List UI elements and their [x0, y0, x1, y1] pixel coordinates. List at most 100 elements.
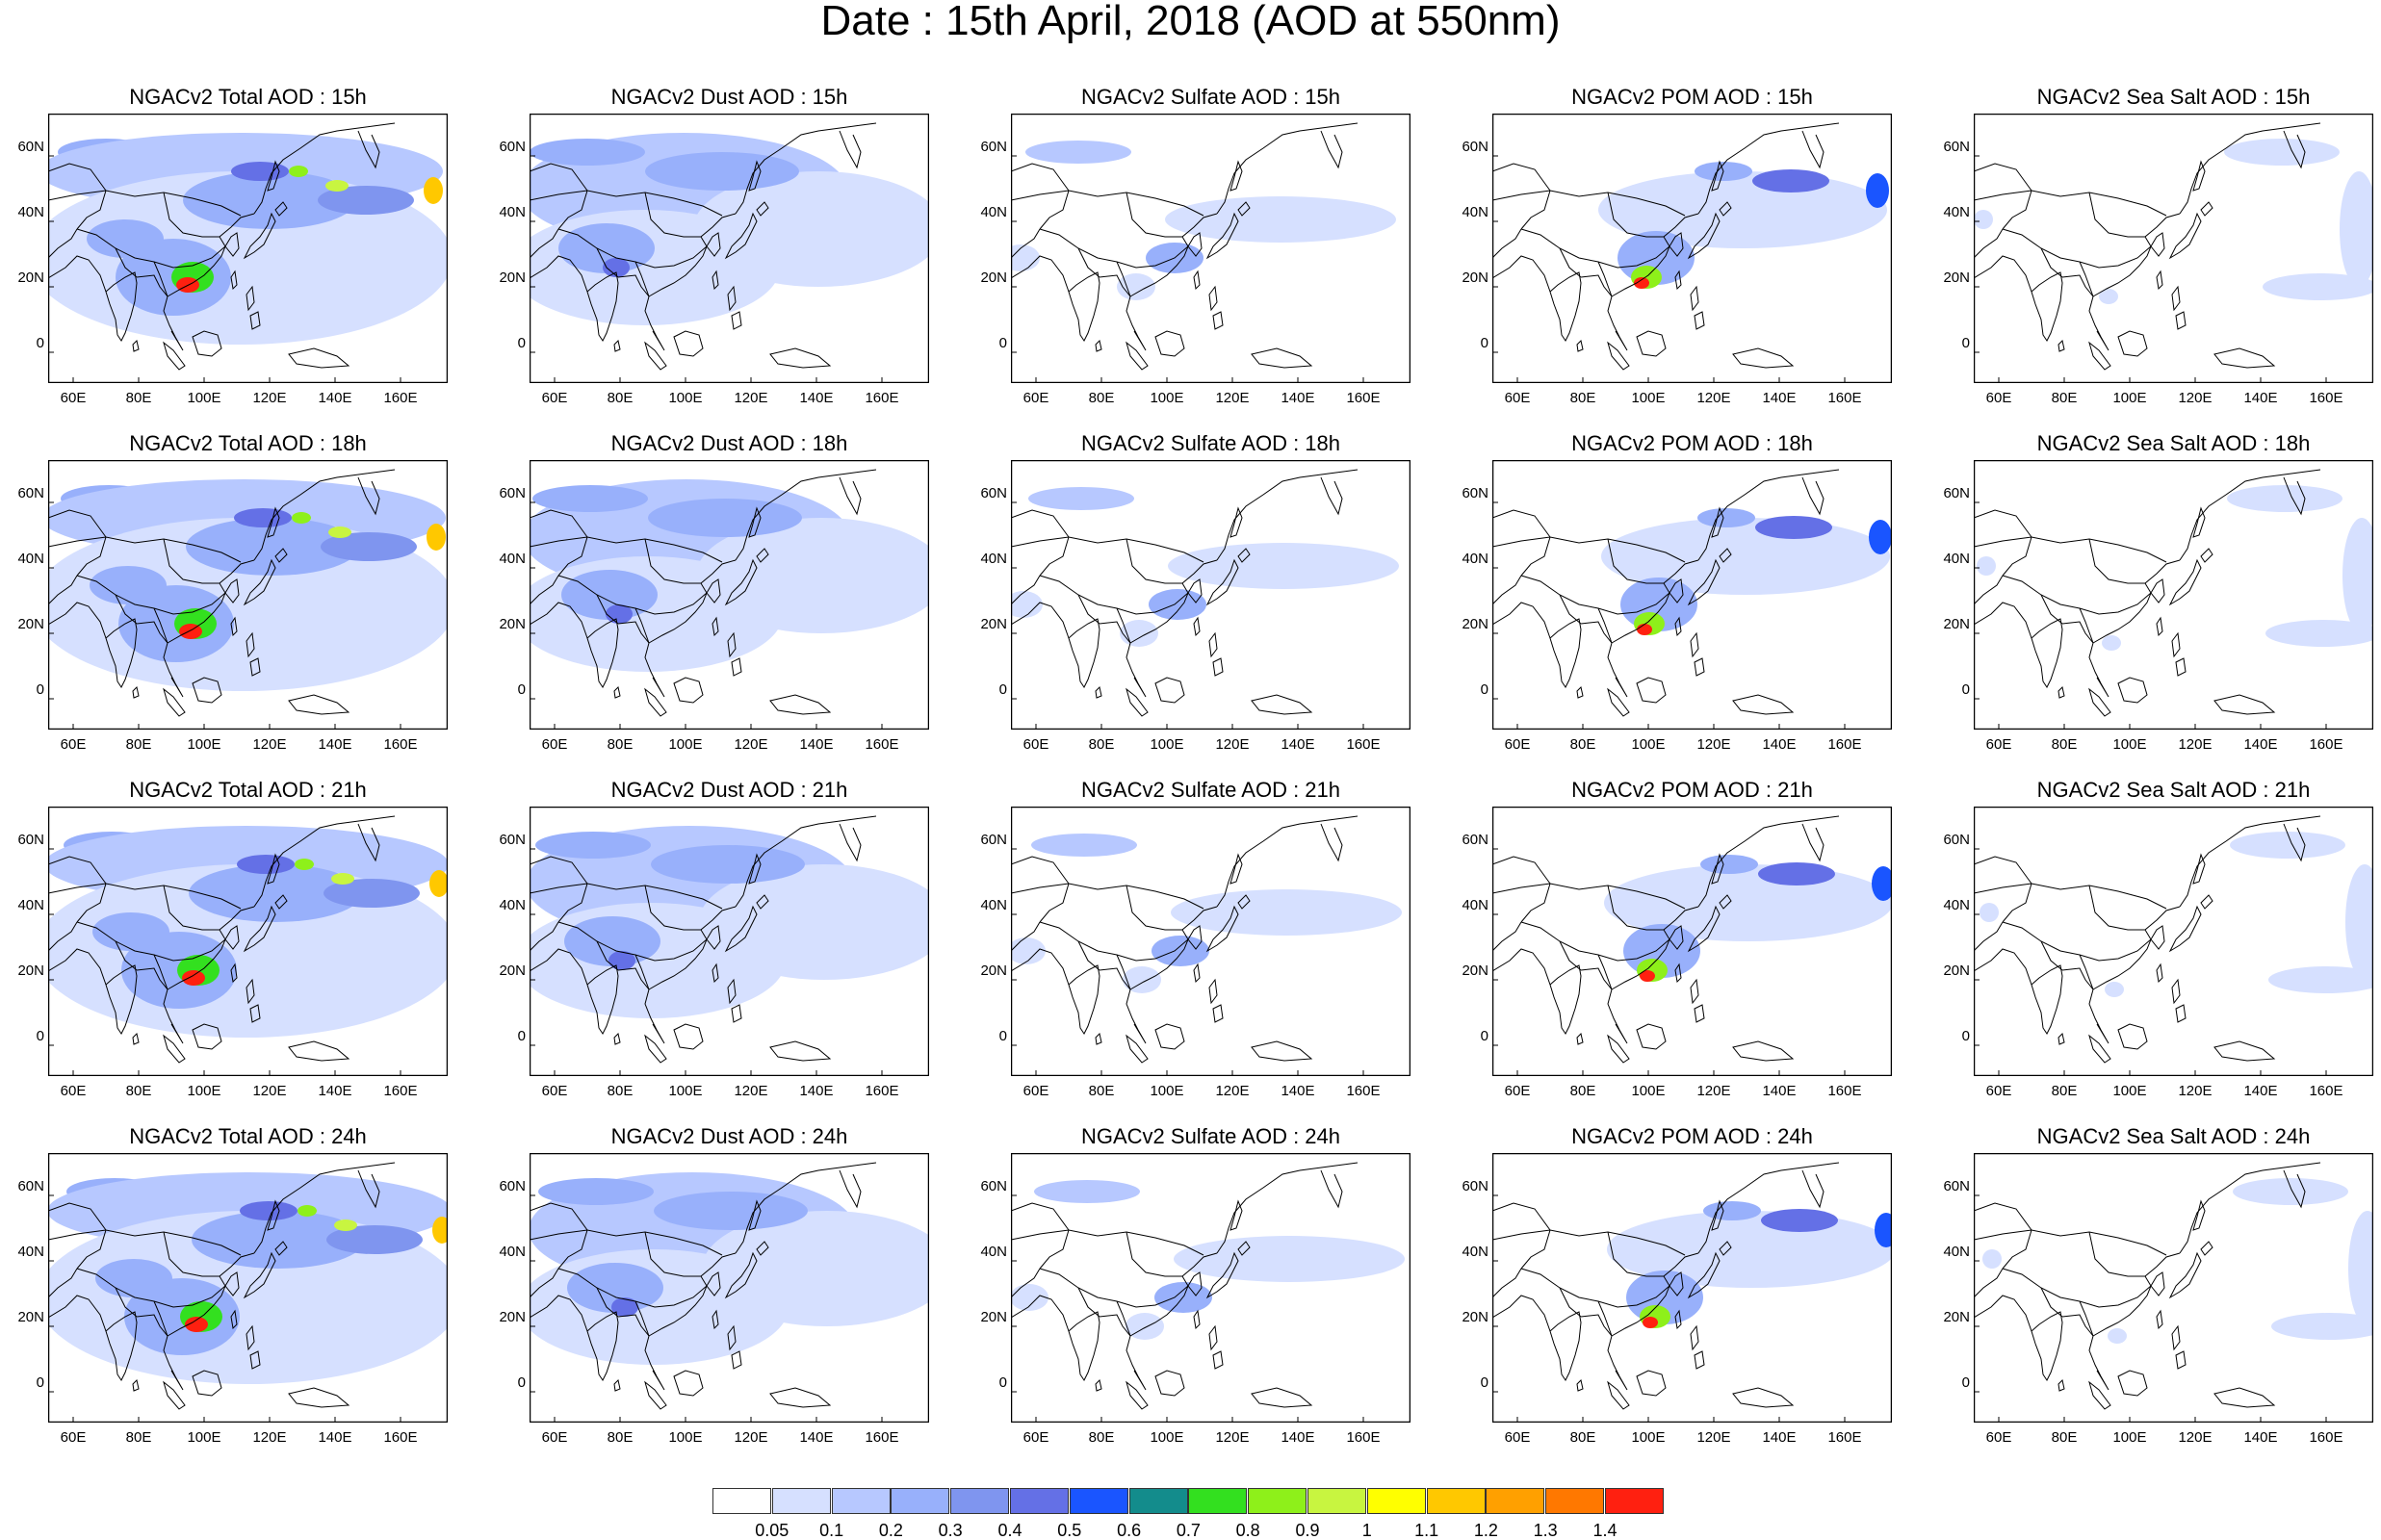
panel-title: NGACv2 Sulfate AOD : 24h	[1080, 1124, 1341, 1148]
aod-shade	[1872, 866, 1892, 901]
lon-label: 160E	[2309, 390, 2343, 406]
lon-label: 100E	[668, 1083, 703, 1099]
lat-label: 60N	[1943, 139, 1970, 155]
colorbar-swatch	[1128, 1488, 1188, 1514]
aod-shade	[1643, 1317, 1658, 1328]
map-frame	[48, 460, 448, 730]
aod-shade	[328, 526, 351, 538]
lon-label: 120E	[2178, 736, 2213, 753]
colorbar-swatch	[1545, 1488, 1605, 1514]
lon-label: 120E	[252, 390, 287, 406]
panel-title: NGACv2 Total AOD : 21h	[129, 778, 367, 802]
aod-shade	[334, 1219, 357, 1231]
aod-shade	[532, 485, 648, 512]
panel-title: NGACv2 Sea Salt AOD : 24h	[2036, 1124, 2311, 1148]
map-panel: NGACv2 Total AOD : 18h 60N 40N 20N 0 60E 80E 10…	[0, 431, 481, 778]
lon-label: 60E	[541, 736, 568, 753]
lat-label: 60N	[17, 1178, 44, 1194]
lon-label: 140E	[799, 390, 834, 406]
aod-shade	[87, 219, 164, 258]
colorbar-label: 0.5	[1057, 1521, 1082, 1540]
lon-label: 60E	[1985, 1083, 2012, 1099]
aod-shade	[1117, 273, 1155, 300]
lat-label: 20N	[499, 1309, 526, 1325]
lon-label: 160E	[865, 390, 899, 406]
lon-label: 140E	[318, 390, 352, 406]
lon-label: 100E	[668, 1429, 703, 1446]
aod-shade	[1011, 937, 1046, 964]
aod-shade	[1028, 487, 1134, 510]
colorbar-label: 1.3	[1533, 1521, 1558, 1540]
aod-shade	[654, 1192, 808, 1230]
aod-shade	[427, 524, 446, 551]
lon-label: 60E	[1022, 390, 1049, 406]
lat-label: 20N	[17, 962, 44, 979]
lon-label: 120E	[1215, 1083, 1250, 1099]
lat-label: 0	[1480, 681, 1488, 698]
map-panel: NGACv2 POM AOD : 18h 60N 40N 20N 0 60E 80E 100E…	[1444, 431, 1926, 778]
aod-map	[1011, 1153, 1410, 1423]
aod-map	[1011, 114, 1410, 383]
lon-label: 80E	[1569, 1083, 1596, 1099]
lon-label: 140E	[2243, 390, 2278, 406]
colorbar-label: 0.4	[997, 1521, 1022, 1540]
map-frame	[48, 807, 448, 1076]
lon-label: 100E	[1150, 1429, 1184, 1446]
lat-label: 20N	[499, 962, 526, 979]
colorbar-label: 0.7	[1176, 1521, 1201, 1540]
lon-label: 60E	[1985, 390, 2012, 406]
lon-label: 80E	[1088, 736, 1115, 753]
lon-label: 80E	[125, 1083, 152, 1099]
lon-label: 160E	[1827, 390, 1862, 406]
lon-label: 140E	[318, 1429, 352, 1446]
lon-label: 160E	[1346, 1429, 1381, 1446]
aod-shade	[1025, 141, 1131, 164]
lat-label: 0	[1961, 681, 1970, 698]
panel-title: NGACv2 Sea Salt AOD : 21h	[2036, 778, 2311, 802]
aod-map	[530, 1153, 929, 1423]
lat-label: 0	[998, 335, 1007, 351]
aod-shade	[1697, 508, 1755, 527]
lat-label: 60N	[17, 485, 44, 501]
aod-shade	[331, 873, 354, 885]
map-panel: NGACv2 POM AOD : 24h 60N 40N 20N 0 60E 80E 100E…	[1444, 1124, 1926, 1471]
colorbar-swatch	[1486, 1488, 1545, 1514]
aod-shade	[292, 512, 311, 524]
aod-shade	[648, 499, 802, 537]
lat-label: 40N	[1943, 551, 1970, 567]
lat-label: 40N	[1943, 897, 1970, 913]
map-frame	[1011, 114, 1410, 383]
panel-title: NGACv2 POM AOD : 15h	[1571, 85, 1813, 109]
aod-shade	[1637, 624, 1652, 635]
lat-label: 20N	[1462, 616, 1488, 632]
lon-label: 120E	[252, 1083, 287, 1099]
lon-label: 120E	[734, 1429, 768, 1446]
lon-label: 160E	[383, 390, 418, 406]
aod-shade	[2099, 289, 2118, 304]
lon-label: 60E	[60, 390, 87, 406]
lat-label: 20N	[1462, 1309, 1488, 1325]
lon-label: 140E	[2243, 736, 2278, 753]
aod-shade	[179, 624, 202, 639]
lon-label: 60E	[1985, 736, 2012, 753]
lat-label: 40N	[499, 204, 526, 220]
aod-shade	[1031, 834, 1137, 857]
lon-label: 100E	[1631, 390, 1666, 406]
lat-label: 0	[1961, 335, 1970, 351]
aod-shade	[2268, 966, 2373, 993]
lon-label: 160E	[865, 1083, 899, 1099]
lat-label: 0	[517, 335, 526, 351]
aod-shade	[318, 186, 414, 215]
lon-label: 160E	[1827, 1083, 1862, 1099]
aod-shade	[324, 879, 420, 908]
lon-label: 80E	[1088, 1083, 1115, 1099]
colorbar-swatch	[1069, 1488, 1128, 1514]
map-panel: NGACv2 Sulfate AOD : 15h 60N 40N 20N 0 60E 80E…	[963, 85, 1444, 431]
aod-shade	[1640, 970, 1655, 982]
lon-label: 120E	[2178, 390, 2213, 406]
colorbar-label: 1	[1361, 1521, 1372, 1540]
aod-shade	[92, 912, 169, 951]
aod-shade	[1761, 1209, 1838, 1232]
panel-title: NGACv2 Dust AOD : 15h	[610, 85, 848, 109]
lon-label: 120E	[2178, 1083, 2213, 1099]
